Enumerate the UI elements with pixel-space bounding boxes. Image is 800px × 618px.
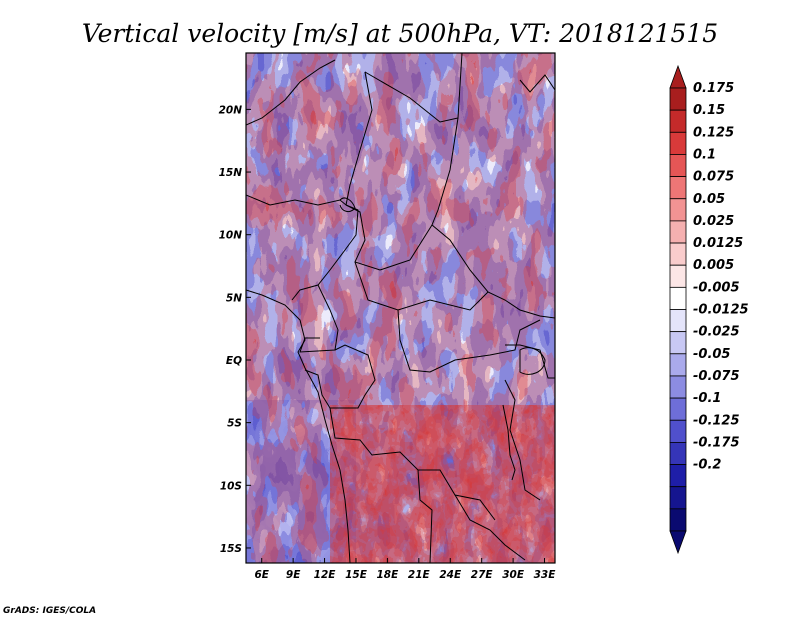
colorbar-swatch (669, 464, 687, 488)
latitude-axis: 20N 15N 10N 5N EQ 5S 10S 15S (219, 104, 251, 555)
colorbar-swatch (669, 508, 687, 532)
colorbar-swatch (669, 309, 687, 333)
colorbar-swatch (669, 419, 687, 443)
colorbar-swatch (669, 331, 687, 355)
lat-tick-label: 5N (226, 292, 242, 304)
colorbar-label: -0.005 (693, 280, 740, 295)
colorbar-label: 0.005 (693, 258, 734, 273)
colorbar-label: -0.125 (693, 413, 740, 428)
colorbar-swatch (669, 198, 687, 222)
colorbar-swatch (669, 87, 687, 111)
colorbar-swatch (669, 131, 687, 155)
colorbar-label: -0.05 (693, 347, 730, 362)
lon-tick-label: 12E (314, 569, 337, 581)
border-angola-zambia (417, 469, 433, 563)
lat-tick-label: 15S (220, 543, 242, 555)
lon-tick-label: 6E (254, 569, 269, 581)
colorbar-label: 0.1 (693, 147, 716, 162)
coastline-west (246, 289, 351, 563)
lat-tick-label: EQ (226, 355, 242, 367)
lake-chad (339, 197, 356, 213)
colorbar-extend-top (669, 64, 687, 89)
longitude-axis: 6E 9E 12E 15E 18E 21E 24E 27E 30E 33E (254, 558, 556, 581)
colorbar-swatch (669, 264, 687, 288)
border-niger-chad (345, 71, 373, 206)
lat-tick-label: 20N (219, 104, 243, 116)
colorbar-swatch (669, 176, 687, 200)
border-drc-angola (329, 407, 496, 521)
lon-tick-label: 30E (502, 569, 525, 581)
field-south-ascent (330, 405, 555, 563)
border-drc-east (397, 309, 541, 373)
lat-tick-label: 10N (219, 230, 243, 242)
lon-tick-label: 15E (345, 569, 368, 581)
lake-victoria (519, 347, 546, 375)
colorbar-label: -0.0125 (693, 303, 749, 318)
colorbar-swatch (669, 109, 687, 133)
border-car-south (354, 261, 489, 311)
colorbar-label: 0.05 (693, 192, 725, 207)
lat-tick-label: 5S (227, 418, 242, 430)
colorbar-label: -0.025 (693, 325, 740, 340)
colorbar-label: -0.1 (693, 391, 721, 406)
lat-tick-label: 15N (219, 167, 243, 179)
colorbar-swatch (669, 220, 687, 244)
coastlines-and-borders (246, 53, 555, 563)
nile-coast (519, 74, 555, 93)
lon-tick-label: 33E (534, 569, 557, 581)
colorbar-label: -0.2 (693, 458, 721, 473)
border-uganda (505, 344, 555, 379)
colorbar-label: 0.15 (693, 103, 725, 118)
lon-tick-label: 18E (377, 569, 400, 581)
border-chad-sudan (431, 117, 555, 319)
colorbar-swatch (669, 242, 687, 266)
colorbar-label: 0.0125 (693, 236, 743, 251)
border-zambia (454, 494, 526, 561)
colorbar-swatch (669, 375, 687, 399)
colorbar-swatch (669, 286, 687, 310)
map-title: Vertical velocity [m/s] at 500hPa, VT: 2… (82, 19, 718, 48)
plot-area (245, 52, 556, 564)
colorbar-label: 0.175 (693, 81, 734, 96)
country-border-lines (246, 59, 336, 126)
colorbar-label: -0.175 (693, 435, 740, 450)
lon-tick-label: 27E (471, 569, 494, 581)
lat-tick-label: 10S (220, 480, 242, 492)
lon-tick-label: 24E (439, 569, 462, 581)
colorbar: 0.175 0.15 0.125 0.1 0.075 0.05 0.025 0.0125 0.0… (669, 64, 749, 555)
colorbar-swatch (669, 486, 687, 510)
colorbar-extend-bottom (669, 530, 687, 555)
colorbar-label: -0.075 (693, 369, 740, 384)
lon-tick-label: 9E (286, 569, 301, 581)
colorbar-label: 0.125 (693, 125, 734, 140)
colorbar-swatch (669, 441, 687, 465)
border-congo (304, 344, 376, 409)
colorbar-swatch (669, 397, 687, 421)
lon-tick-label: 21E (408, 569, 431, 581)
colorbar-swatch (669, 353, 687, 377)
plot-frame (245, 52, 556, 564)
border-libya-niger (364, 53, 463, 123)
credit-text: GrADS: IGES/COLA (3, 606, 96, 616)
border-tanzania (504, 379, 541, 501)
lake-tanganyika (502, 404, 516, 481)
colorbar-label: 0.075 (693, 170, 734, 185)
colorbar-swatch (669, 154, 687, 177)
colorbar-label: 0.025 (693, 214, 734, 229)
